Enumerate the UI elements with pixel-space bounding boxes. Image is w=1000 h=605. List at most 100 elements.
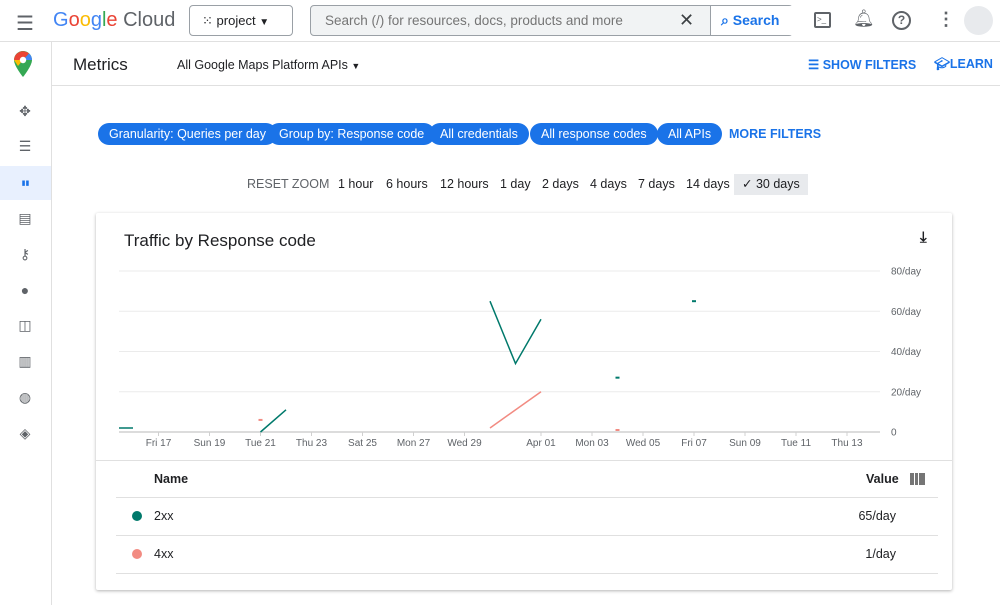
range-label: 2 days: [542, 177, 579, 191]
divider: [96, 460, 952, 461]
series-line-4xx: [489, 391, 542, 429]
range-option[interactable]: 1 day: [500, 174, 531, 195]
range-label: 1 hour: [338, 177, 374, 191]
y-tick-label: 0: [891, 428, 897, 439]
x-tick-label: Sun 09: [729, 438, 761, 449]
more-options-icon[interactable]: ⋮: [937, 9, 955, 29]
download-icon[interactable]: ⤓: [920, 229, 927, 246]
x-tick-label: Fri 07: [681, 438, 707, 449]
column-picker-icon[interactable]: [910, 473, 925, 485]
show-filters-label: SHOW FILTERS: [822, 58, 917, 72]
range-label: 7 days: [638, 177, 675, 191]
row-value: 1/day: [865, 547, 896, 561]
search-button[interactable]: ⌕ Search: [710, 6, 793, 35]
filter-icon: ☰: [808, 58, 820, 72]
x-tick-label: Mon 27: [397, 438, 431, 449]
search-icon: ⌕: [721, 12, 729, 28]
range-option[interactable]: 4 days: [590, 174, 627, 195]
more-filters-button[interactable]: MORE FILTERS: [729, 127, 822, 141]
show-filters-button[interactable]: ☰ SHOW FILTERS: [808, 57, 916, 72]
sub-header: Metrics All Google Maps Platform APIs ▼ …: [52, 42, 1000, 86]
x-tick-label: Tue 11: [781, 438, 811, 449]
series-line-2xx: [489, 300, 542, 366]
x-tick-label: Wed 05: [626, 438, 661, 449]
sidebar-item-quota[interactable]: ▤: [18, 209, 32, 226]
sidebar-item-widgets[interactable]: ◫: [18, 317, 32, 334]
chart-card: Traffic by Response code ⤓ 0 20/day 40/day…: [96, 213, 952, 590]
project-selector[interactable]: ⁙ project ▼: [189, 5, 293, 36]
x-tick-label: Mon 03: [575, 438, 609, 449]
table-row: 4xx 1/day: [116, 536, 938, 574]
y-tick-label: 60/day: [891, 307, 921, 318]
sidebar-item-bar-chart[interactable]: ▮▮: [0, 165, 51, 200]
range-option[interactable]: 14 days: [686, 174, 730, 195]
x-tick-label: Sat 25: [348, 438, 377, 449]
clear-icon[interactable]: ✕: [679, 10, 695, 30]
y-tick-label: 80/day: [891, 267, 921, 278]
row-value: 65/day: [858, 509, 896, 523]
x-tick-label: Tue 21: [245, 438, 276, 449]
notifications-icon[interactable]: 🔔︎: [853, 9, 875, 28]
range-label: 14 days: [686, 177, 730, 191]
project-name: project: [216, 13, 256, 28]
series-color-dot: [132, 511, 142, 521]
search-input[interactable]: [311, 6, 701, 35]
column-name: Name: [154, 472, 189, 486]
sidebar-item-layers[interactable]: ◈: [19, 424, 31, 441]
filter-chip[interactable]: All APIs: [657, 123, 723, 145]
x-tick-label: Wed 29: [447, 438, 482, 449]
reset-zoom-button[interactable]: RESET ZOOM: [247, 177, 330, 191]
filter-chip[interactable]: Group by: Response code: [268, 123, 436, 145]
school-icon: 🎓︎: [934, 57, 950, 71]
x-tick-label: Fri 17: [146, 438, 172, 449]
range-label: 4 days: [590, 177, 627, 191]
x-tick-label: Apr 01: [526, 438, 556, 449]
range-option[interactable]: 1 hour: [338, 174, 373, 195]
x-tick-label: Thu 13: [831, 438, 863, 449]
learn-button[interactable]: 🎓︎LEARN: [934, 57, 993, 72]
column-value: Value: [866, 472, 899, 486]
top-bar: ☰ Google Cloud ⁙ project ▼ ✕ ⌕ Search >_…: [0, 0, 1000, 42]
range-option[interactable]: 7 days: [638, 174, 675, 195]
sidebar-item-palette[interactable]: ◍: [18, 388, 32, 405]
filter-chip[interactable]: All credentials: [429, 123, 529, 145]
row-name: 4xx: [154, 547, 174, 561]
range-label: 1 day: [500, 177, 531, 191]
project-icon: ⁙: [202, 13, 213, 28]
range-option[interactable]: 12 hours: [440, 174, 489, 195]
caret-down-icon: ▼: [259, 17, 270, 28]
range-option[interactable]: ✓ 30 days: [734, 174, 808, 195]
sidebar-item-person[interactable]: ●: [20, 282, 30, 298]
check-icon: ✓: [742, 177, 756, 191]
series-line-2xx: [260, 409, 287, 433]
page-title: Metrics: [73, 55, 128, 74]
cloud-shell-icon[interactable]: >_: [814, 12, 831, 28]
sidebar-item-move[interactable]: ✥: [19, 102, 31, 119]
x-tick-label: Sun 19: [194, 438, 226, 449]
caret-down-icon: ▼: [351, 61, 361, 71]
chart-title: Traffic by Response code: [124, 231, 316, 250]
help-icon[interactable]: ?: [892, 11, 911, 30]
row-name: 2xx: [154, 509, 174, 523]
search-label: Search: [732, 12, 780, 28]
api-selector-label: All Google Maps Platform APIs: [177, 58, 348, 72]
api-selector[interactable]: All Google Maps Platform APIs ▼: [177, 58, 360, 72]
y-tick-label: 40/day: [891, 347, 921, 358]
chart-plot: 0 20/day 40/day 60/day 80/day Fri 17 Sun 19 Tue…: [119, 267, 921, 449]
x-tick-label: Thu 23: [296, 438, 328, 449]
google-cloud-logo[interactable]: Google Cloud: [53, 9, 176, 31]
filter-chip[interactable]: Granularity: Queries per day: [98, 123, 278, 145]
table-header: Name Value: [116, 460, 938, 498]
search-box: ✕ ⌕ Search: [310, 5, 793, 36]
filter-chip[interactable]: All response codes: [530, 123, 658, 145]
range-option[interactable]: 6 hours: [386, 174, 428, 195]
menu-icon[interactable]: ☰: [16, 13, 34, 35]
table-row: 2xx 65/day: [116, 498, 938, 536]
series-color-dot: [132, 549, 142, 559]
sidebar-item-key[interactable]: ⚷: [19, 245, 31, 262]
avatar[interactable]: [964, 6, 993, 35]
sidebar-item-list[interactable]: ☰: [18, 138, 32, 155]
range-option[interactable]: 2 days: [542, 174, 579, 195]
sidebar-item-map[interactable]: ▥: [18, 353, 32, 370]
google-maps-logo: [12, 50, 34, 78]
